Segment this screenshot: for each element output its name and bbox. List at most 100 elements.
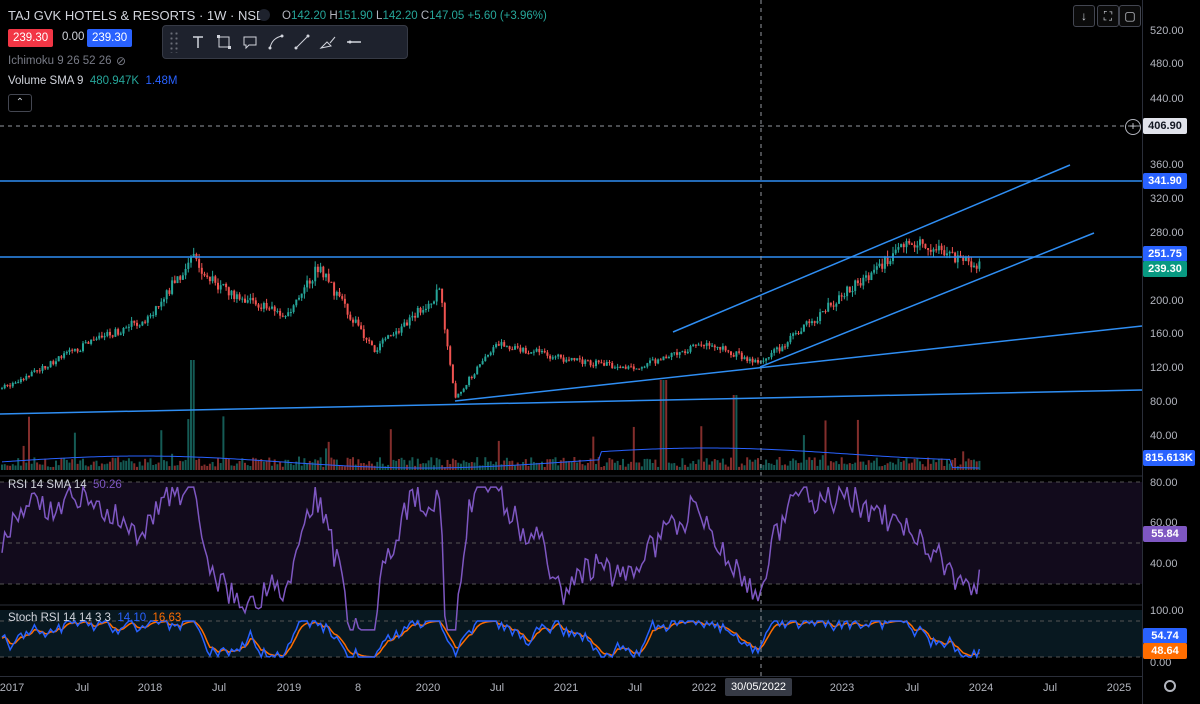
candle-body xyxy=(605,361,608,366)
volume-bar xyxy=(843,463,846,470)
candle-body xyxy=(316,266,319,273)
candle-body xyxy=(360,325,363,330)
candle-body xyxy=(586,360,589,362)
volume-bar xyxy=(330,457,333,470)
candle-body xyxy=(187,262,190,269)
rectangle-tool-icon[interactable] xyxy=(211,29,237,55)
settings-gear-icon[interactable] xyxy=(1164,680,1176,692)
volume-bar xyxy=(578,459,581,470)
volume-bar xyxy=(557,465,560,470)
trendline-long-support[interactable] xyxy=(0,389,1142,415)
volume-bar xyxy=(716,460,719,470)
volume-bar xyxy=(848,463,851,470)
grip-icon[interactable] xyxy=(169,31,179,53)
line-style-icon[interactable] xyxy=(341,29,367,55)
add-plus-icon[interactable]: + xyxy=(1125,119,1141,135)
collapse-chevron-up-icon[interactable]: ⌃ xyxy=(8,94,32,112)
volume-bar xyxy=(492,463,495,470)
callout-tool-icon[interactable] xyxy=(237,29,263,55)
candle-body xyxy=(414,315,417,318)
volume-bar xyxy=(919,461,921,470)
candle-body xyxy=(79,351,82,353)
volume-bar xyxy=(867,460,870,470)
candle-body xyxy=(227,287,230,296)
volume-bar xyxy=(754,459,757,470)
candle-body xyxy=(589,360,592,366)
arrow-down-icon[interactable]: ↓ xyxy=(1073,5,1095,27)
volume-bar xyxy=(346,457,349,470)
curve-tool-icon[interactable] xyxy=(263,29,289,55)
candle-body xyxy=(354,319,357,323)
candle-body xyxy=(211,276,214,282)
candle-body xyxy=(716,346,719,348)
candle-body xyxy=(114,329,117,337)
candle-body xyxy=(576,358,579,361)
time-tick: Jul xyxy=(1042,682,1058,694)
candle-body xyxy=(222,283,225,286)
volume-bar xyxy=(586,462,589,470)
text-tool-icon[interactable] xyxy=(185,29,211,55)
candle-body xyxy=(443,302,446,330)
candle-body xyxy=(330,281,333,283)
candle-body xyxy=(319,266,322,273)
candle-body xyxy=(967,257,970,262)
screenshot-icon[interactable]: ▢ xyxy=(1119,5,1141,27)
candle-body xyxy=(109,331,111,336)
volume-bar xyxy=(535,462,538,470)
candle-body xyxy=(670,352,673,357)
volume-bar xyxy=(584,465,587,470)
volume-bar xyxy=(478,465,481,470)
volume-bar xyxy=(373,465,376,470)
volume-bar xyxy=(576,462,579,470)
volume-bar xyxy=(335,459,338,470)
price-tick: 320.00 xyxy=(1150,193,1184,205)
candle-body xyxy=(681,351,684,353)
candle-body xyxy=(427,303,430,309)
volume-bar xyxy=(103,464,106,470)
candle-body xyxy=(276,310,279,312)
stoch-legend[interactable]: Stoch RSI 14 14 3 3 14.10 16.63 xyxy=(8,612,182,624)
candle-body xyxy=(381,339,384,344)
candle-body xyxy=(468,376,471,386)
candle-body xyxy=(208,276,211,282)
candle-body xyxy=(262,302,265,309)
rsi-legend[interactable]: RSI 14 SMA 14 50.26 xyxy=(8,479,122,491)
candle-body xyxy=(827,302,830,312)
buy-price-button[interactable]: 239.30 xyxy=(87,29,133,47)
volume-bar xyxy=(79,460,82,470)
candle-body xyxy=(651,359,654,361)
volume-bar xyxy=(260,459,263,470)
channel-lower-line[interactable] xyxy=(759,232,1095,368)
candle-body xyxy=(157,306,160,308)
candle-body xyxy=(694,344,697,346)
line-tool-icon[interactable] xyxy=(289,29,315,55)
chart-canvas[interactable] xyxy=(0,0,1142,704)
fullscreen-icon[interactable]: ⛶ xyxy=(1097,5,1119,27)
volume-bar xyxy=(235,463,238,470)
symbol-title[interactable]: TAJ GVK HOTELS & RESORTS · 1W · NSE xyxy=(8,8,265,23)
volume-bar xyxy=(349,458,352,470)
volume-bar xyxy=(208,463,211,470)
volume-bar xyxy=(654,459,657,470)
sell-price-button[interactable]: 239.30 xyxy=(8,29,54,47)
channel-upper-line[interactable] xyxy=(672,164,1071,333)
candle-body xyxy=(171,280,174,294)
candle-body xyxy=(527,353,530,355)
brush-tool-icon[interactable] xyxy=(315,29,341,55)
volume-bar xyxy=(95,460,98,470)
candle-body xyxy=(311,281,314,284)
volume-bar xyxy=(419,463,422,470)
candle-body xyxy=(160,301,163,307)
candle-body xyxy=(514,346,516,350)
hidden-eye-icon[interactable]: ⊘ xyxy=(116,54,127,68)
volume-bar xyxy=(870,462,873,470)
drawing-toolbar[interactable] xyxy=(162,25,408,59)
ichimoku-legend[interactable]: Ichimoku 9 26 52 26 xyxy=(8,55,112,67)
trendline-mid-support[interactable] xyxy=(454,325,1142,402)
price-axis[interactable] xyxy=(1142,0,1200,704)
volume-legend[interactable]: Volume SMA 9 480.947K 1.48M xyxy=(8,75,178,87)
volume-bar xyxy=(854,462,857,470)
candle-body xyxy=(389,335,392,337)
level-label-251: 251.75 xyxy=(1143,246,1187,262)
volume-bar xyxy=(379,457,381,470)
